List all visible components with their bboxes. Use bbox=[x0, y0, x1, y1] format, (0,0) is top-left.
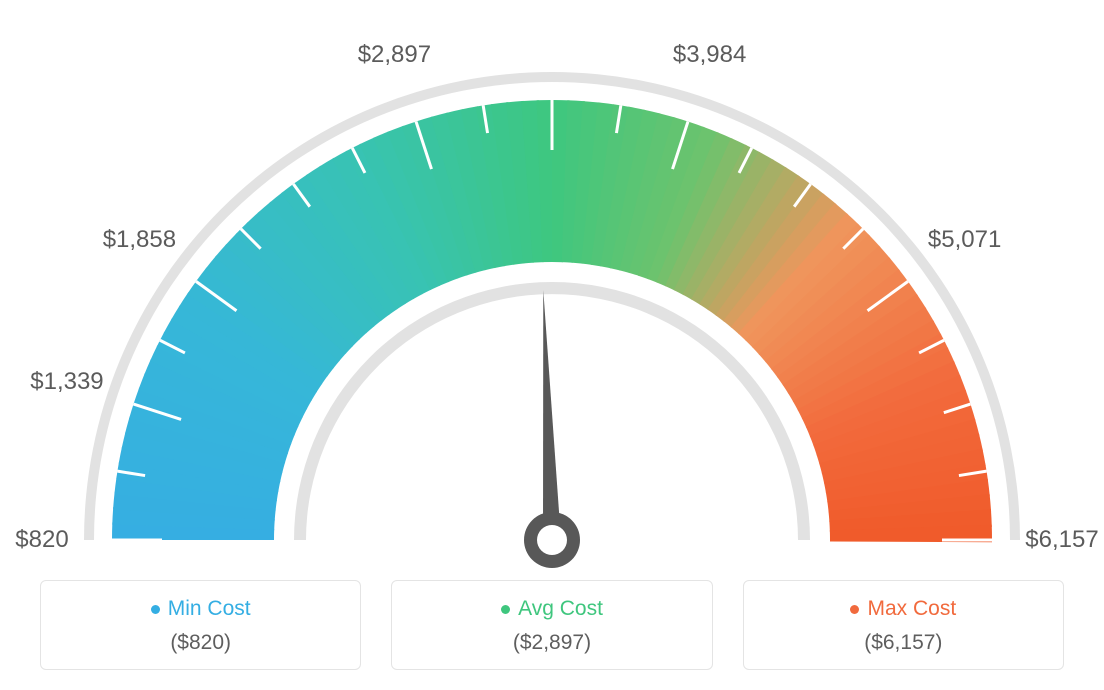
legend-label-max: Max Cost bbox=[867, 597, 956, 621]
legend-title-min: Min Cost bbox=[151, 597, 251, 621]
legend-label-avg: Avg Cost bbox=[518, 597, 603, 621]
legend-value-max: ($6,157) bbox=[754, 631, 1053, 655]
gauge-tick-label: $6,157 bbox=[1025, 526, 1098, 554]
legend-title-avg: Avg Cost bbox=[501, 597, 603, 621]
legend-dot-max bbox=[850, 605, 859, 614]
gauge-tick-label: $1,858 bbox=[103, 226, 176, 254]
legend-dot-min bbox=[151, 605, 160, 614]
legend-dot-avg bbox=[501, 605, 510, 614]
legend-card-avg: Avg Cost ($2,897) bbox=[391, 580, 712, 670]
legend-value-min: ($820) bbox=[51, 631, 350, 655]
gauge-tick-label: $820 bbox=[15, 526, 68, 554]
legend-card-min: Min Cost ($820) bbox=[40, 580, 361, 670]
legend-row: Min Cost ($820) Avg Cost ($2,897) Max Co… bbox=[40, 580, 1064, 670]
gauge-tick-label: $2,897 bbox=[358, 41, 431, 69]
gauge-tick-label: $3,984 bbox=[673, 41, 746, 69]
gauge-tick-label: $1,339 bbox=[30, 368, 103, 396]
legend-label-min: Min Cost bbox=[168, 597, 251, 621]
legend-title-max: Max Cost bbox=[850, 597, 956, 621]
gauge-tick-label: $5,071 bbox=[928, 226, 1001, 254]
gauge-chart-container: $820 $1,339 $1,858 $2,897 $3,984 $5,071 $6,157… bbox=[0, 0, 1104, 690]
legend-value-avg: ($2,897) bbox=[402, 631, 701, 655]
gauge-svg bbox=[0, 0, 1104, 580]
gauge-area: $820 $1,339 $1,858 $2,897 $3,984 $5,071 $6,157 bbox=[0, 0, 1104, 580]
legend-card-max: Max Cost ($6,157) bbox=[743, 580, 1064, 670]
